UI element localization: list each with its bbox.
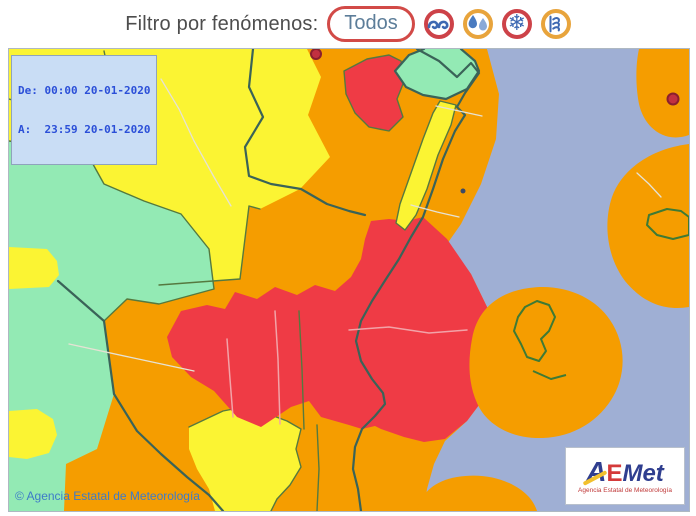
- zone-red-central[interactable]: [167, 217, 499, 442]
- zone-red-north[interactable]: [344, 55, 405, 131]
- divider-red-cluster-2: [274, 310, 281, 425]
- divider-east-blob: [636, 172, 662, 198]
- validity-date-box: De: 00:00 20-01-2020 A: 23:59 20-01-2020: [11, 55, 158, 165]
- border-community-west: [56, 279, 225, 511]
- warning-map[interactable]: De: 00:00 20-01-2020 A: 23:59 20-01-2020…: [8, 48, 690, 512]
- logo-letters-met: Met: [622, 460, 664, 487]
- validity-to: A: 23:59 20-01-2020: [18, 123, 151, 136]
- zone-yellow-south[interactable]: [189, 406, 301, 511]
- zone-green-west[interactable]: [9, 141, 214, 511]
- island-formentera-outline: [532, 370, 567, 380]
- validity-from: De: 00:00 20-01-2020: [18, 84, 151, 97]
- rain-icon: [466, 14, 490, 34]
- wind-icon: [545, 13, 567, 35]
- divider-inland: [68, 343, 195, 372]
- border-red-north: [343, 54, 406, 132]
- snowflake-icon: ❄: [507, 11, 526, 36]
- marker-station-northeast: [666, 92, 680, 106]
- logo-letter-e: E: [606, 460, 623, 487]
- zone-sea-blob-south[interactable]: [417, 475, 537, 511]
- border-community-north: [243, 49, 367, 217]
- logo-subtitle: Agencia Estatal de Meteorología: [578, 487, 672, 494]
- zone-green-north[interactable]: [395, 49, 479, 99]
- aemet-logo: A E Met Agencia Estatal de Meteorología: [565, 447, 685, 505]
- phenomena-filter-bar: Filtro por fenómenos: Todos ❄: [0, 0, 696, 48]
- aemet-logo-word: A E Met: [582, 458, 664, 487]
- filter-wind-button[interactable]: [540, 9, 571, 39]
- marker-station-north: [310, 49, 322, 60]
- filter-rain-button[interactable]: [462, 9, 493, 39]
- divider-red-cluster-1: [226, 338, 234, 418]
- island-ibiza-outline: [513, 300, 556, 362]
- divider-yellow-river: [160, 78, 232, 207]
- zone-yellow-coastal-strip[interactable]: [396, 101, 456, 230]
- island-yellow-east[interactable]: [646, 208, 689, 240]
- coastline: [351, 49, 481, 511]
- filter-coastal-button[interactable]: [423, 9, 454, 39]
- divider-coastal-2: [410, 204, 460, 218]
- zone-yellow-west-notch-1[interactable]: [9, 247, 59, 289]
- divider-coastal-1: [435, 105, 483, 117]
- filter-label: Filtro por fenómenos:: [125, 12, 319, 35]
- filter-snow-button[interactable]: ❄: [501, 9, 532, 39]
- border-internal-1: [298, 310, 305, 430]
- marker-islet: [460, 188, 466, 194]
- copyright-notice: © Agencia Estatal de Meteorología: [15, 489, 200, 503]
- waves-icon: [427, 16, 451, 32]
- zone-sea-blob-northeast[interactable]: [636, 49, 689, 138]
- filter-todos-button[interactable]: Todos: [327, 6, 415, 42]
- divider-red-band: [348, 326, 468, 334]
- zone-sea-blob-ibiza[interactable]: [469, 286, 623, 439]
- border-internal-2: [316, 424, 320, 511]
- zone-yellow-west-notch-2[interactable]: [9, 409, 57, 459]
- border-yellow-strip: [395, 100, 457, 231]
- border-internal-5: [158, 205, 261, 286]
